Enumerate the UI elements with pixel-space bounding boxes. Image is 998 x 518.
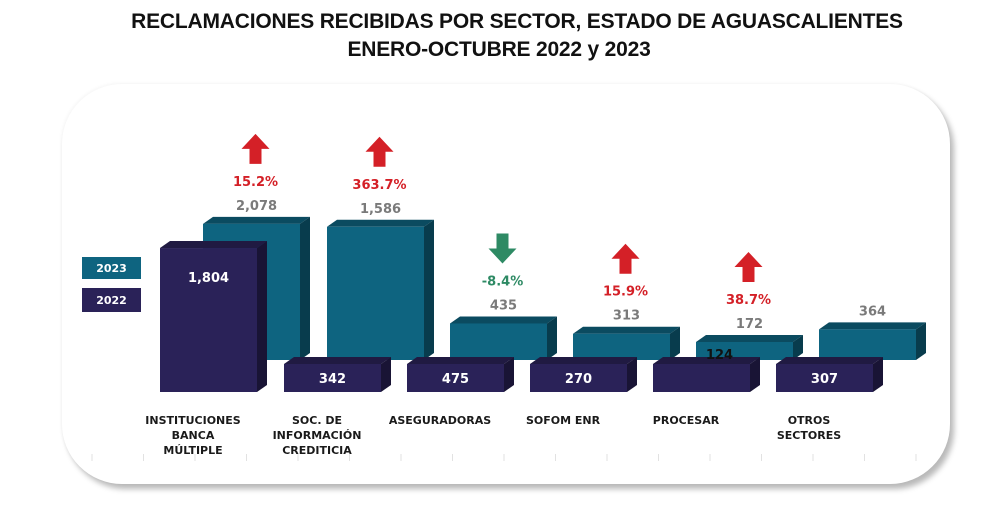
bar-2023-top — [573, 326, 680, 334]
change-label: 363.7% — [352, 178, 406, 193]
bar-2022 — [776, 364, 873, 392]
change-label: 38.7% — [726, 293, 771, 308]
value-label-2022: 124 — [706, 348, 733, 363]
value-label-2022: 307 — [811, 372, 838, 387]
category-label: SOFOM ENR — [526, 414, 601, 427]
chart-subtitle: ENERO-OCTUBRE 2022 y 2023 — [347, 38, 651, 61]
value-label-2023: 313 — [613, 309, 640, 324]
bar-2023 — [573, 333, 670, 360]
legend-label-2022: 2022 — [96, 294, 127, 307]
arrow-up-icon — [611, 243, 640, 274]
bar-2023-top — [696, 335, 803, 342]
value-label-2023: 435 — [490, 298, 517, 313]
category-label: CREDITICIA — [282, 444, 352, 457]
bar-2022-side — [627, 357, 637, 392]
legend-label-2023: 2023 — [96, 262, 127, 275]
bar-2023-top — [450, 316, 557, 324]
change-label: 15.9% — [603, 285, 648, 300]
category-label: PROCESAR — [653, 414, 720, 427]
bar-2022-side — [750, 357, 760, 392]
legend-swatch-2023 — [82, 257, 141, 279]
bar-2022-side — [504, 357, 514, 392]
bar-2023 — [819, 329, 916, 360]
change-label: 15.2% — [233, 175, 278, 190]
bar-2022-top — [653, 357, 760, 364]
bar-2023 — [327, 226, 424, 360]
arrow-down-icon — [488, 233, 517, 264]
value-label-2023: 1,586 — [360, 202, 401, 217]
bar-2023-top — [819, 322, 926, 330]
bar-2022-top — [776, 357, 883, 364]
bar-2022-side — [873, 357, 883, 392]
bar-2022-top — [160, 241, 267, 249]
value-label-2022: 475 — [442, 372, 469, 387]
bar-2023-top — [327, 219, 434, 227]
arrow-up-icon — [734, 252, 763, 282]
chart-title: RECLAMACIONES RECIBIDAS POR SECTOR, ESTA… — [131, 10, 903, 33]
value-label-2022: 1,804 — [188, 271, 229, 286]
bar-2022-top — [284, 357, 391, 364]
bar-2023-side — [300, 216, 310, 360]
arrow-up-icon — [365, 136, 394, 167]
value-label-2022: 270 — [565, 372, 592, 387]
bar-2022-side — [257, 241, 267, 392]
bar-2023 — [696, 342, 793, 360]
bar-2023-side — [547, 316, 557, 360]
bar-2022 — [407, 364, 504, 392]
value-label-2022: 342 — [319, 372, 346, 387]
category-label: SECTORES — [777, 429, 841, 442]
legend-swatch-2022 — [82, 288, 141, 312]
bar-2023 — [450, 323, 547, 360]
change-label: -8.4% — [482, 274, 523, 289]
bar-2022-top — [530, 357, 637, 364]
arrow-up-icon — [241, 133, 270, 164]
category-label: OTROS — [788, 414, 831, 427]
value-label-2023: 172 — [736, 317, 763, 332]
category-label: INSTITUCIONES — [145, 414, 240, 427]
value-label-2023: 2,078 — [236, 199, 277, 214]
bar-2023-side — [424, 219, 434, 360]
bar-2022 — [160, 248, 257, 392]
category-label: MÚLTIPLE — [163, 444, 222, 457]
bar-2023-top — [203, 216, 310, 224]
bar-2022 — [530, 364, 627, 392]
bar-2022 — [653, 364, 750, 392]
category-label: BANCA — [172, 429, 215, 442]
bar-2022 — [284, 364, 381, 392]
bar-2023-side — [916, 322, 926, 360]
bar-2023-side — [793, 335, 803, 360]
value-label-2023: 364 — [859, 304, 886, 319]
bar-2022-top — [407, 357, 514, 364]
bar-2022-side — [381, 357, 391, 392]
category-label: SOC. DE — [292, 414, 342, 427]
category-label: ASEGURADORAS — [389, 414, 491, 427]
bar-2023-side — [670, 326, 680, 360]
category-label: INFORMACIÓN — [273, 429, 362, 442]
